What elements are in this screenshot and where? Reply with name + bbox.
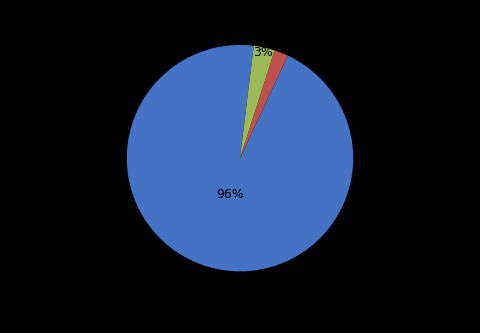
Text: 96%: 96% <box>216 187 243 200</box>
Text: 3%: 3% <box>253 46 273 59</box>
Wedge shape <box>240 46 275 158</box>
Wedge shape <box>240 50 288 158</box>
Wedge shape <box>127 45 353 271</box>
